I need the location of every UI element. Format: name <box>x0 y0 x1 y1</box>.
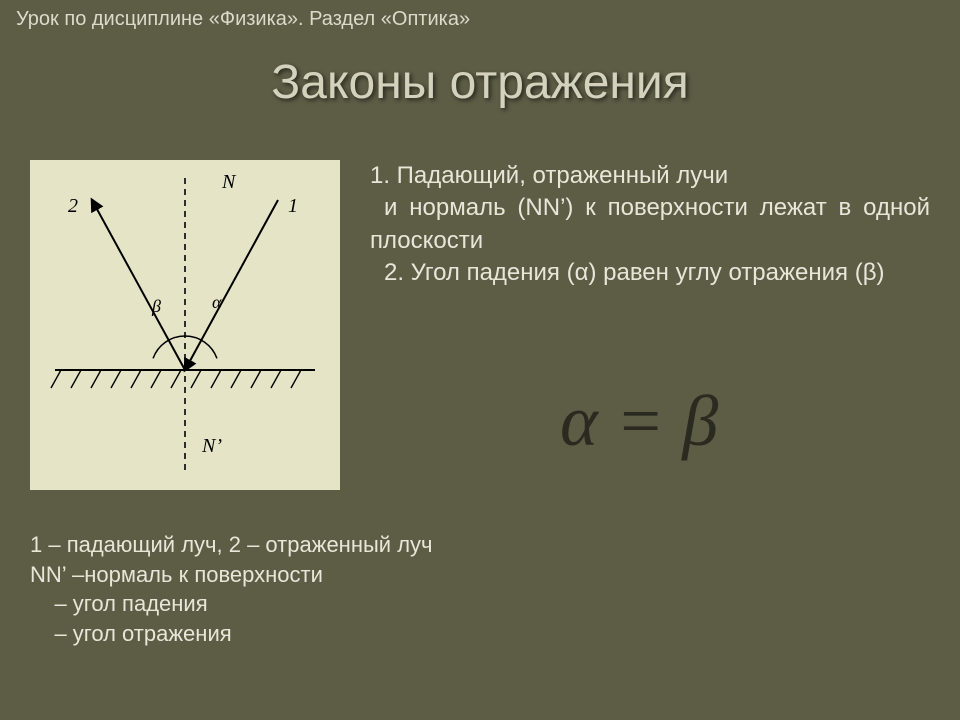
law-1-line-1: 1. Падающий, отраженный лучи <box>370 160 930 192</box>
svg-text:1: 1 <box>288 195 298 217</box>
breadcrumb: Урок по дисциплине «Физика». Раздел «Опт… <box>16 8 470 31</box>
diagram-svg: N N’ α β 1 2 <box>30 160 340 490</box>
laws-text: 1. Падающий, отраженный лучи и нормаль (… <box>370 160 930 290</box>
reflection-diagram: N N’ α β 1 2 <box>30 160 340 490</box>
legend-line-3: – угол падения <box>30 589 433 619</box>
diagram-legend: 1 – падающий луч, 2 – отраженный луч NN’… <box>30 530 433 649</box>
legend-line-2: NN’ –нормаль к поверхности <box>30 560 433 590</box>
svg-text:β: β <box>151 296 161 316</box>
svg-text:N: N <box>221 171 237 193</box>
legend-line-4: – угол отражения <box>30 619 433 649</box>
page-title: Законы отражения <box>0 55 960 110</box>
legend-line-1: 1 – падающий луч, 2 – отраженный луч <box>30 530 433 560</box>
formula-alpha-eq-beta: α = β <box>560 380 718 463</box>
svg-text:2: 2 <box>68 195 78 217</box>
law-2: 2. Угол падения (α) равен углу отражения… <box>370 257 930 289</box>
svg-text:N’: N’ <box>201 435 222 457</box>
svg-text:α: α <box>212 292 222 312</box>
law-1-line-2: и нормаль (NN’) к поверхности лежат в од… <box>370 192 930 257</box>
